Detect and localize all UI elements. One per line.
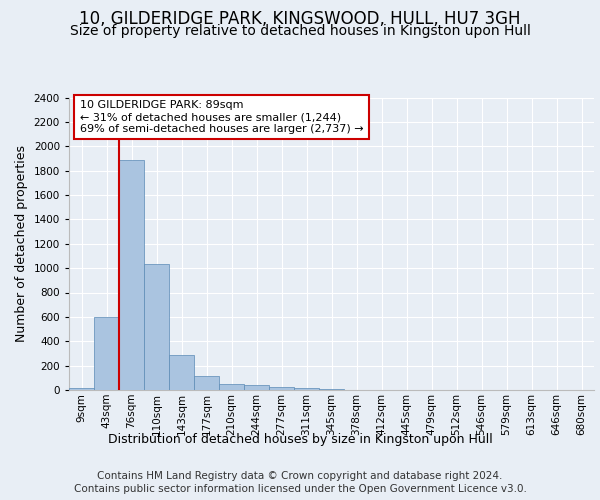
Text: Size of property relative to detached houses in Kingston upon Hull: Size of property relative to detached ho… [70,24,530,38]
Text: Contains public sector information licensed under the Open Government Licence v3: Contains public sector information licen… [74,484,526,494]
Text: 10 GILDERIDGE PARK: 89sqm
← 31% of detached houses are smaller (1,244)
69% of se: 10 GILDERIDGE PARK: 89sqm ← 31% of detac… [79,100,363,134]
Bar [219,384,244,390]
Bar [119,160,144,390]
Text: 10, GILDERIDGE PARK, KINGSWOOD, HULL, HU7 3GH: 10, GILDERIDGE PARK, KINGSWOOD, HULL, HU… [79,10,521,28]
Bar [169,356,194,390]
Text: Contains HM Land Registry data © Crown copyright and database right 2024.: Contains HM Land Registry data © Crown c… [97,471,503,481]
Bar [69,388,94,390]
Y-axis label: Number of detached properties: Number of detached properties [15,145,28,342]
Bar [144,264,169,390]
Bar [269,386,294,390]
Bar [194,376,219,390]
Bar [94,317,119,390]
Bar [244,385,269,390]
Text: Distribution of detached houses by size in Kingston upon Hull: Distribution of detached houses by size … [107,432,493,446]
Bar [294,388,319,390]
